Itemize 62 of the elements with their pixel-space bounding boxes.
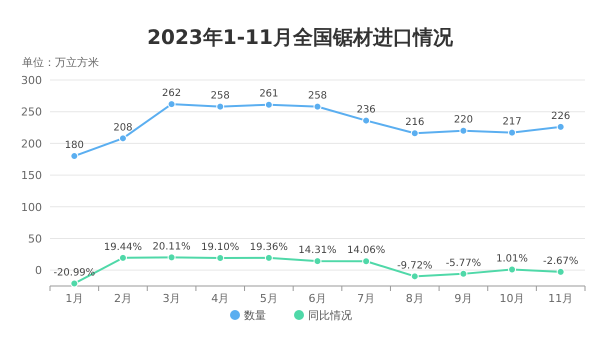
y-axis-title: 单位：万立方米 xyxy=(22,56,99,69)
point xyxy=(264,100,273,109)
point xyxy=(168,100,176,108)
y-tick-label: 300 xyxy=(21,74,42,87)
y-tick-label: 100 xyxy=(21,200,42,214)
data-label: 19.36% xyxy=(250,242,288,253)
data-label: 180 xyxy=(64,140,84,152)
data-label: 258 xyxy=(210,90,230,102)
x-tick-label: 3月 xyxy=(162,292,181,305)
data-label: 262 xyxy=(162,88,182,100)
y-tick-label: 150 xyxy=(21,169,42,182)
data-label: 216 xyxy=(405,117,424,128)
point xyxy=(410,129,419,138)
data-label: -20.99% xyxy=(53,267,96,278)
point xyxy=(118,134,127,142)
x-tick-label: 2月 xyxy=(114,292,132,305)
data-label: 19.10% xyxy=(201,242,240,254)
y-tick-label: 50 xyxy=(28,232,42,246)
x-tick-label: 6月 xyxy=(308,292,326,305)
data-label: 19.44% xyxy=(104,242,142,253)
legend-label: 同比情况 xyxy=(308,309,352,322)
point xyxy=(459,126,468,135)
data-label: 217 xyxy=(502,116,522,128)
point xyxy=(168,253,176,262)
y-tick-label: 250 xyxy=(21,106,42,119)
data-label: 14.06% xyxy=(347,245,386,256)
point xyxy=(459,270,468,278)
data-label: 208 xyxy=(113,122,132,134)
point xyxy=(508,128,516,137)
point xyxy=(362,116,370,125)
data-label: 236 xyxy=(356,104,376,116)
chart-title: 2023年1-11月全国锯材进口情况 xyxy=(147,25,454,49)
data-label: 20.11% xyxy=(152,241,191,252)
y-tick-label: 0 xyxy=(35,264,42,278)
x-tick-label: 8月 xyxy=(406,292,424,305)
legend-label: 数量 xyxy=(244,309,266,322)
x-tick-label: 5月 xyxy=(260,292,278,305)
data-label: 1.01% xyxy=(496,254,528,265)
point xyxy=(556,122,565,131)
x-tick-label: 7月 xyxy=(357,292,376,305)
x-tick-label: 4月 xyxy=(211,292,230,305)
y-tick-label: 200 xyxy=(21,137,42,150)
data-label: 14.31% xyxy=(298,245,337,256)
point xyxy=(556,268,565,276)
data-label: -2.67% xyxy=(542,256,578,267)
point xyxy=(216,102,224,111)
point xyxy=(314,102,322,111)
data-label: 226 xyxy=(551,110,570,122)
data-label: 258 xyxy=(308,90,328,102)
x-tick-label: 9月 xyxy=(454,292,472,305)
point xyxy=(314,257,322,266)
x-tick-label: 10月 xyxy=(500,292,525,305)
point xyxy=(362,257,370,266)
data-label: 220 xyxy=(454,114,473,126)
point xyxy=(118,254,127,262)
data-label: -5.77% xyxy=(446,258,482,269)
x-tick-label: 11月 xyxy=(548,292,574,305)
point xyxy=(264,254,273,262)
data-label: -9.72% xyxy=(397,260,432,272)
x-tick-label: 1月 xyxy=(65,292,84,305)
point xyxy=(410,272,419,280)
data-label: 261 xyxy=(259,88,278,100)
